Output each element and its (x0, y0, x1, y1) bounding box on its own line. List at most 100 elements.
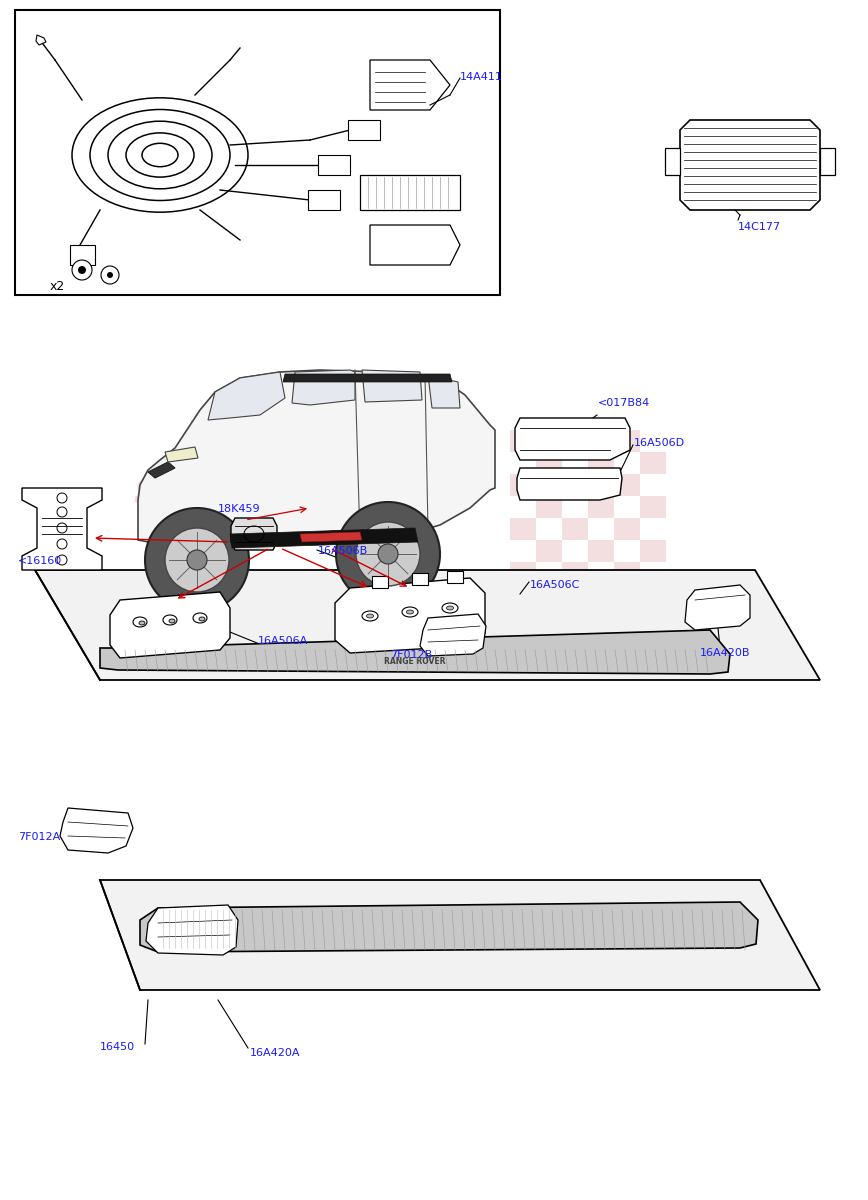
Polygon shape (36, 35, 46, 44)
Polygon shape (292, 370, 355, 404)
Polygon shape (370, 226, 460, 265)
Circle shape (107, 272, 113, 278)
Polygon shape (300, 532, 362, 542)
Bar (510, 430, 536, 452)
Polygon shape (308, 190, 340, 210)
Bar (614, 518, 640, 540)
Polygon shape (428, 374, 460, 408)
Polygon shape (22, 488, 102, 570)
Bar (536, 496, 562, 518)
Bar (510, 562, 536, 584)
Bar (588, 452, 614, 474)
Text: 16A506D: 16A506D (634, 438, 685, 448)
Polygon shape (412, 572, 428, 584)
Polygon shape (362, 370, 422, 402)
Text: <16160: <16160 (18, 556, 62, 566)
Text: RANGE ROVER: RANGE ROVER (385, 658, 446, 666)
Polygon shape (15, 10, 500, 295)
Polygon shape (820, 148, 835, 175)
Text: 16A420A: 16A420A (250, 1048, 300, 1058)
Polygon shape (35, 570, 820, 680)
Bar (640, 496, 666, 518)
Bar (562, 474, 588, 496)
Bar (510, 474, 536, 496)
Polygon shape (420, 614, 486, 656)
Circle shape (165, 528, 229, 592)
Polygon shape (515, 418, 630, 460)
Polygon shape (680, 120, 820, 210)
Polygon shape (100, 630, 730, 674)
Circle shape (356, 522, 420, 586)
Circle shape (57, 554, 67, 565)
Polygon shape (146, 905, 238, 955)
Bar (562, 430, 588, 452)
Polygon shape (208, 372, 285, 420)
Polygon shape (140, 902, 758, 952)
Bar (614, 562, 640, 584)
Ellipse shape (362, 611, 378, 622)
Text: x2: x2 (50, 280, 65, 293)
Circle shape (72, 260, 92, 280)
Ellipse shape (199, 617, 205, 622)
Text: 16A506B: 16A506B (318, 546, 368, 556)
Polygon shape (685, 584, 750, 630)
Polygon shape (283, 374, 452, 382)
Polygon shape (372, 576, 388, 588)
Text: 16450: 16450 (100, 1042, 135, 1052)
Text: 7F012B: 7F012B (390, 650, 432, 660)
Bar (640, 452, 666, 474)
Bar (588, 540, 614, 562)
Polygon shape (360, 175, 460, 210)
Polygon shape (231, 518, 277, 550)
Polygon shape (165, 446, 198, 462)
Circle shape (57, 493, 67, 503)
Text: c  p a r t s: c p a r t s (146, 509, 334, 541)
Polygon shape (148, 462, 175, 478)
Ellipse shape (163, 614, 177, 625)
Circle shape (145, 508, 249, 612)
Text: 16A506C: 16A506C (530, 580, 581, 590)
Polygon shape (318, 155, 350, 175)
Ellipse shape (193, 613, 207, 623)
Text: 16A506A: 16A506A (258, 636, 308, 646)
Circle shape (57, 539, 67, 550)
Bar (536, 540, 562, 562)
Ellipse shape (446, 606, 453, 610)
Bar (562, 518, 588, 540)
Bar (614, 474, 640, 496)
Circle shape (378, 544, 398, 564)
Polygon shape (447, 571, 463, 583)
Ellipse shape (133, 617, 147, 626)
Ellipse shape (169, 619, 175, 623)
Circle shape (101, 266, 119, 284)
Polygon shape (370, 60, 450, 110)
Text: 18K459: 18K459 (218, 504, 260, 514)
Text: 16A420B: 16A420B (700, 648, 751, 658)
Polygon shape (70, 245, 95, 265)
Circle shape (57, 523, 67, 533)
Text: 14C177: 14C177 (738, 222, 781, 232)
Polygon shape (517, 468, 622, 500)
Polygon shape (138, 370, 495, 572)
Text: scuderia: scuderia (133, 468, 347, 511)
Circle shape (336, 502, 440, 606)
Polygon shape (348, 120, 380, 140)
Circle shape (57, 506, 67, 517)
Bar (562, 562, 588, 584)
Text: 7F012A: 7F012A (18, 832, 60, 842)
Ellipse shape (406, 610, 413, 614)
Circle shape (187, 550, 207, 570)
Ellipse shape (366, 614, 373, 618)
Ellipse shape (442, 602, 458, 613)
Circle shape (78, 266, 86, 274)
Polygon shape (335, 578, 485, 653)
Bar (640, 540, 666, 562)
Bar (588, 496, 614, 518)
Polygon shape (665, 148, 680, 175)
Polygon shape (230, 528, 418, 548)
Bar (510, 518, 536, 540)
Ellipse shape (139, 622, 145, 625)
Polygon shape (110, 592, 230, 658)
Text: 14A411: 14A411 (460, 72, 503, 82)
Ellipse shape (402, 607, 418, 617)
